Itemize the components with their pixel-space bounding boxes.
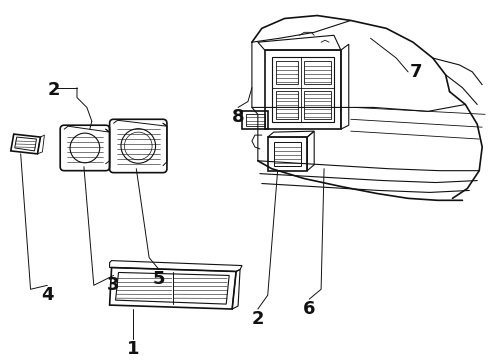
- Text: 7: 7: [410, 63, 422, 81]
- Text: 2: 2: [48, 81, 61, 99]
- Text: 5: 5: [153, 270, 165, 288]
- Text: 1: 1: [127, 339, 140, 357]
- Text: 3: 3: [107, 276, 120, 294]
- Text: 8: 8: [232, 108, 245, 126]
- Text: 4: 4: [41, 286, 53, 304]
- Text: 6: 6: [303, 300, 316, 318]
- Text: 2: 2: [251, 310, 264, 328]
